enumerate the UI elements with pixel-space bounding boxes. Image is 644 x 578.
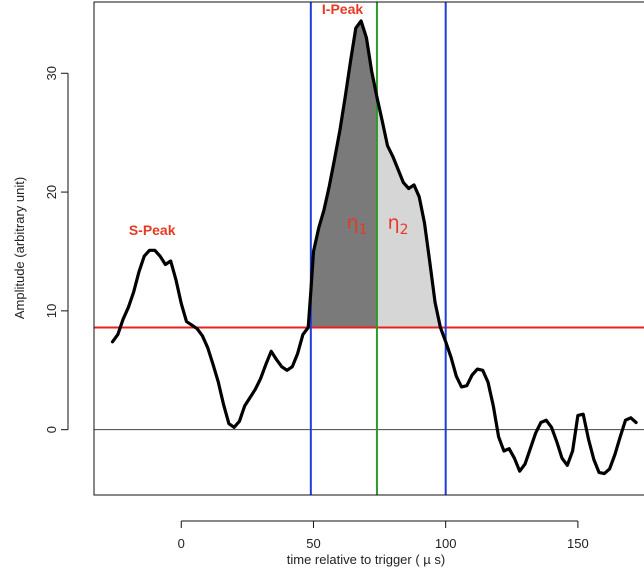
- x-tick-label: 50: [306, 536, 320, 551]
- x-tick-label: 100: [435, 536, 457, 551]
- eta-label-1: η1: [347, 212, 368, 238]
- peak-label: I-Peak: [322, 1, 363, 17]
- peak-annotations: S-Peak I-Peak: [129, 1, 364, 238]
- y-tick-label: 30: [44, 66, 59, 80]
- x-tick-label: 0: [178, 536, 185, 551]
- y-axis: 0 10 20 30: [44, 66, 69, 433]
- eta2-region: [376, 97, 446, 328]
- y-tick-label: 0: [44, 426, 59, 433]
- x-axis: 0 50 100 150: [178, 520, 589, 551]
- amplitude-curve: [110, 19, 638, 476]
- plot-frame: [93, 1, 644, 496]
- y-tick-label: 20: [44, 185, 59, 199]
- peak-label: S-Peak: [129, 222, 176, 238]
- x-axis-title: time relative to trigger ( µ s): [287, 552, 445, 567]
- eta1-region: [310, 21, 377, 328]
- y-axis-title: Amplitude (arbitrary unit): [12, 177, 27, 319]
- eta-label-2: η2: [388, 212, 409, 238]
- x-tick-label: 150: [567, 536, 589, 551]
- region-labels: η1 η2: [347, 212, 409, 238]
- vertical-markers: [309, 2, 447, 495]
- y-tick-label: 10: [44, 304, 59, 318]
